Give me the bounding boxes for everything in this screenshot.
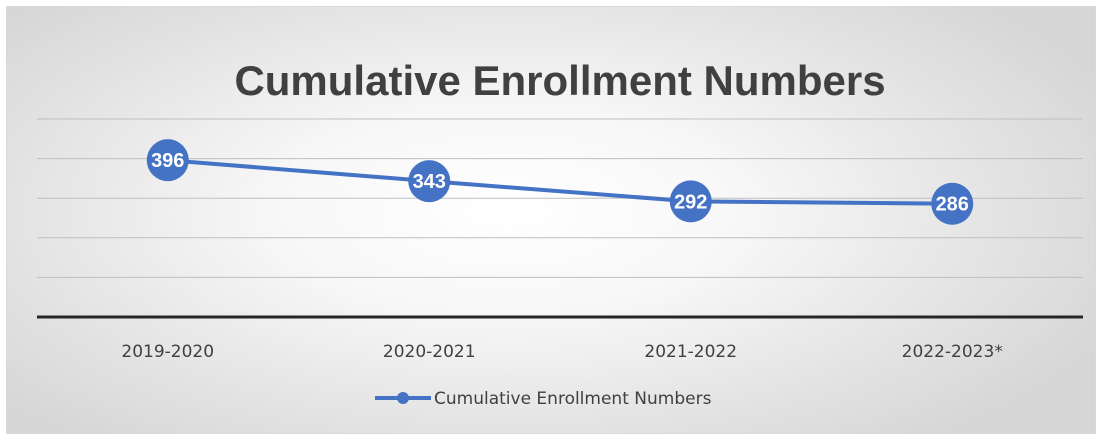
data-point-marker[interactable]	[669, 180, 712, 223]
data-label: 343	[413, 171, 446, 193]
data-label: 286	[936, 194, 969, 216]
series-line	[167, 158, 953, 206]
data-point-marker[interactable]	[931, 182, 974, 225]
legend-dot-marker	[397, 392, 409, 404]
x-axis-tick-labels: 2019-2020 2020-2021 2021-2022 2022-2023*	[121, 342, 1002, 362]
line-chart: Cumulative Enrollment Numbers 396 343 292 2…	[37, 57, 1083, 409]
chart-area: Cumulative Enrollment Numbers 396 343 292 2…	[6, 6, 1096, 434]
x-tick-label: 2021-2022	[644, 342, 737, 362]
legend[interactable]: Cumulative Enrollment Numbers	[375, 389, 712, 409]
data-point-marker[interactable]	[408, 160, 451, 203]
x-tick-label: 2019-2020	[121, 342, 214, 362]
gridlines	[37, 118, 1083, 319]
data-label: 292	[674, 191, 707, 213]
x-tick-label: 2020-2021	[383, 342, 476, 362]
data-point-marker[interactable]	[146, 139, 189, 182]
legend-series-label: Cumulative Enrollment Numbers	[434, 389, 712, 409]
x-tick-label: 2022-2023*	[902, 342, 1003, 362]
data-label: 396	[151, 150, 184, 172]
series-layer: 396 343 292 286	[146, 139, 974, 225]
chart-title: Cumulative Enrollment Numbers	[234, 57, 885, 104]
